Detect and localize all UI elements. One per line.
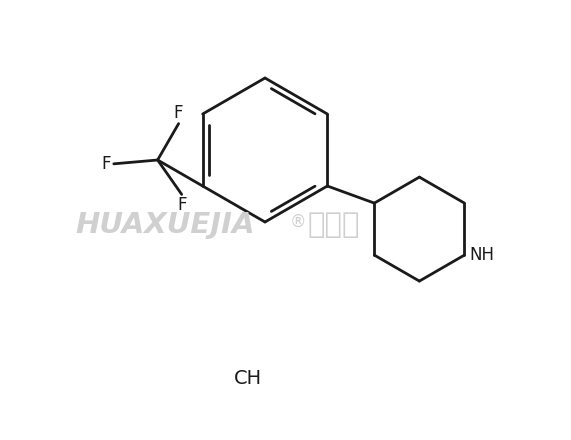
Text: HUAXUEJIA: HUAXUEJIA [75,211,255,239]
Text: 化学加: 化学加 [308,211,360,239]
Text: F: F [177,196,187,214]
Text: ®: ® [290,213,307,231]
Text: F: F [101,155,111,173]
Text: NH: NH [469,246,494,264]
Text: F: F [174,104,183,121]
Text: CH: CH [234,369,262,388]
